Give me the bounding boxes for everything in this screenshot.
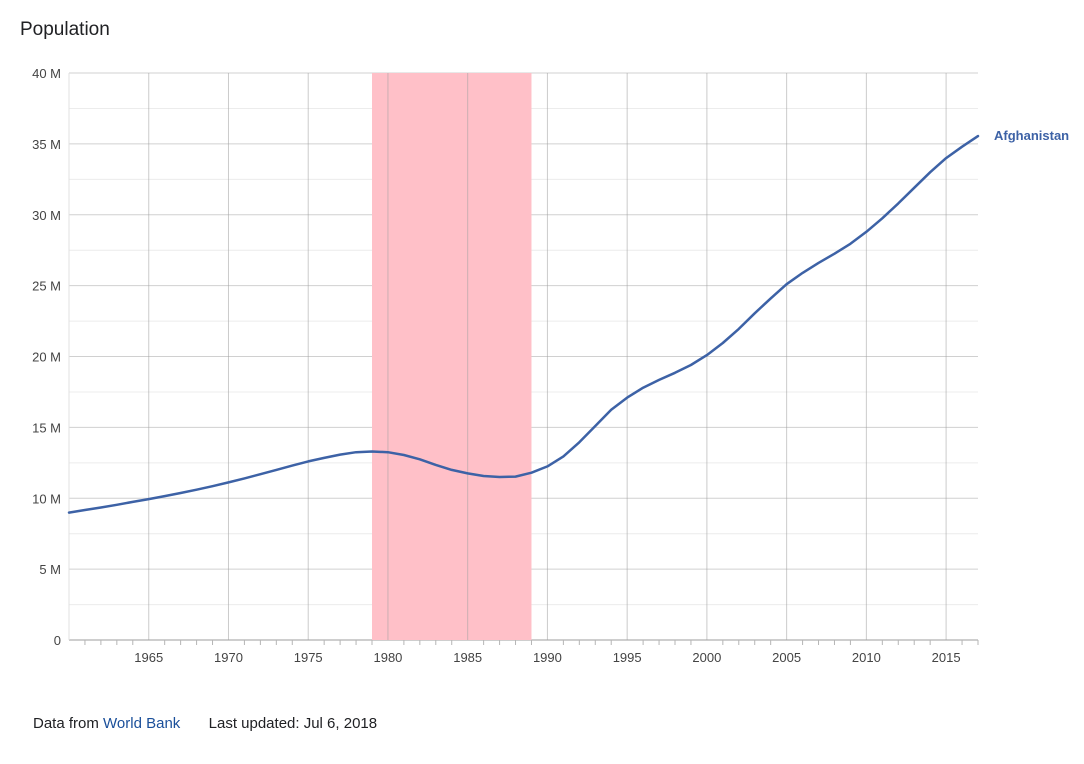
population-line-chart: 0 5 M 10 M 15 M 20 M 25 M 30 M 35 M 40 M 1965 1970… xyxy=(32,66,1069,665)
y-tick-label: 20 M xyxy=(32,350,61,365)
x-tick-label: 2005 xyxy=(772,650,801,665)
world-bank-link[interactable]: World Bank xyxy=(103,715,181,732)
y-tick-label: 40 M xyxy=(32,66,61,81)
chart-footer: Data from World Bank Last updated: Jul 6… xyxy=(33,715,377,732)
x-tick-label: 1965 xyxy=(134,650,163,665)
y-tick-label: 10 M xyxy=(32,491,61,506)
y-tick-label: 0 xyxy=(54,633,61,648)
y-tick-label: 5 M xyxy=(39,562,61,577)
x-tick-label: 1995 xyxy=(613,650,642,665)
highlight-band xyxy=(372,73,532,640)
x-tick-label: 2015 xyxy=(932,650,961,665)
vertical-grid xyxy=(68,73,947,640)
y-tick-label: 25 M xyxy=(32,279,61,294)
series-layer: Afghanistan xyxy=(67,128,1069,514)
series-line-afghanistan xyxy=(67,134,980,514)
y-tick-label: 30 M xyxy=(32,208,61,223)
chart-title: Population xyxy=(20,19,110,40)
x-tick-label: 1990 xyxy=(533,650,562,665)
x-tick-label: 1980 xyxy=(373,650,402,665)
chart-axes: 0 5 M 10 M 15 M 20 M 25 M 30 M 35 M 40 M 1965 1970… xyxy=(32,66,979,665)
x-tick-label: 1975 xyxy=(294,650,323,665)
x-tick-label: 1985 xyxy=(453,650,482,665)
x-tick-label: 2010 xyxy=(852,650,881,665)
series-label: Afghanistan xyxy=(994,128,1069,143)
y-tick-label: 15 M xyxy=(32,420,61,435)
x-tick-label: 1970 xyxy=(214,650,243,665)
x-tick-label: 2000 xyxy=(692,650,721,665)
y-tick-label: 35 M xyxy=(32,137,61,152)
highlight-band-layer xyxy=(372,73,532,640)
last-updated: Last updated: Jul 6, 2018 xyxy=(208,715,378,732)
source-prefix: Data from xyxy=(33,715,99,732)
